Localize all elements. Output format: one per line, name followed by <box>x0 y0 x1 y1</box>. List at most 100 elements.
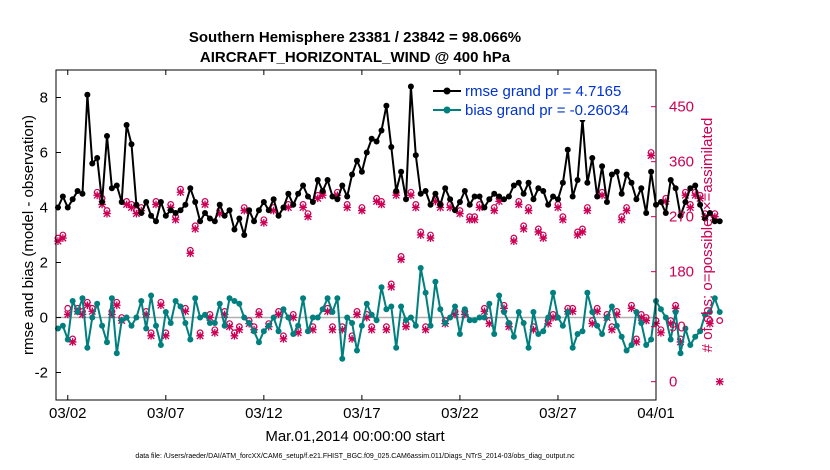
rmse-point <box>711 218 718 225</box>
obs-assimilated-point <box>637 313 646 322</box>
obs-assimilated-point <box>235 325 244 334</box>
bias-point <box>94 300 101 307</box>
bias-point <box>255 339 262 346</box>
bias-point <box>368 311 375 318</box>
rmse-point <box>442 185 449 192</box>
bias-point <box>295 322 302 329</box>
obs-assimilated-point <box>617 215 626 224</box>
bias-point <box>442 320 449 326</box>
obs-assimilated-point <box>588 319 597 328</box>
bias-point <box>403 317 409 324</box>
rmse-point <box>84 91 91 98</box>
rmse-point <box>358 168 365 175</box>
bias-point <box>162 309 169 315</box>
rmse-point <box>613 168 620 175</box>
rmse-point <box>285 190 292 197</box>
rmse-point <box>241 232 248 238</box>
rmse-point <box>368 135 375 142</box>
rmse-point <box>461 188 468 194</box>
rmse-point <box>290 201 297 208</box>
bias-point <box>584 289 591 296</box>
x-tick-label: 03/12 <box>245 405 283 422</box>
bias-point <box>138 298 145 304</box>
obs-assimilated-point <box>529 325 538 334</box>
rmse-point <box>432 190 439 197</box>
bias-point <box>623 347 630 354</box>
obs-assimilated-point <box>83 301 92 310</box>
bias-point <box>260 328 267 335</box>
rmse-point <box>599 163 606 170</box>
obs-assimilated-point <box>284 203 293 212</box>
bias-point <box>202 311 209 318</box>
bias-point <box>554 314 561 321</box>
obs-assimilated-point <box>338 325 347 334</box>
x-axis-label: Mar.01,2014 00:00:00 start <box>265 428 445 445</box>
rmse-point <box>437 201 444 208</box>
obs-assimilated-point <box>456 209 464 218</box>
obs-assimilated-point <box>348 335 356 343</box>
obs-assimilated-point <box>460 310 469 319</box>
obs-assimilated-point <box>661 197 670 206</box>
bias-point <box>589 309 596 315</box>
rmse-point <box>334 196 341 203</box>
rmse-point <box>417 190 424 197</box>
obs-assimilated-point <box>171 215 180 224</box>
rmse-point <box>172 210 179 216</box>
rmse-point <box>197 218 204 225</box>
bias-point <box>545 314 552 321</box>
obs-assimilated-point <box>647 151 655 160</box>
rmse-point <box>270 196 277 203</box>
rmse-point <box>486 196 493 203</box>
obs-assimilated-point <box>534 228 543 236</box>
obs-assimilated-point <box>676 338 685 346</box>
rmse-point <box>584 179 591 186</box>
bias-point <box>672 309 679 315</box>
rmse-point <box>594 193 601 200</box>
bias-point <box>667 336 674 343</box>
obs-assimilated-point <box>598 191 606 200</box>
rmse-point <box>535 185 542 192</box>
bias-point <box>197 314 204 321</box>
obs-assimilated-point <box>691 191 700 200</box>
rmse-point <box>510 182 517 189</box>
bias-point <box>496 292 503 299</box>
x-tick-label: 03/27 <box>539 405 577 422</box>
obs-assimilated-point <box>681 191 690 200</box>
obs-assimilated-point <box>157 301 165 310</box>
obs-assimilated-point <box>627 304 636 313</box>
obs-assimilated-point <box>274 310 283 319</box>
rmse-point <box>221 212 228 219</box>
obs-assimilated-point <box>387 283 396 291</box>
rmse-point <box>648 168 655 175</box>
rmse-point <box>304 193 311 200</box>
obs-assimilated-point <box>377 200 386 209</box>
bias-point <box>432 278 439 285</box>
rmse-point <box>447 196 454 203</box>
rmse-point <box>118 199 125 205</box>
rmse-point <box>496 193 503 200</box>
rmse-point <box>143 199 150 205</box>
obs-assimilated-point <box>490 206 499 215</box>
obs-assimilated-point <box>524 206 533 215</box>
right-y-axis-label: # of obs: o=possible; ×=assimilated <box>699 118 716 353</box>
rmse-point <box>687 185 694 192</box>
left-y-tick-label: -2 <box>35 365 48 382</box>
rmse-point <box>491 190 498 197</box>
bias-point <box>412 322 419 329</box>
rmse-point <box>113 182 120 189</box>
obs-assimilated-point <box>220 310 229 319</box>
rmse-point <box>403 196 409 203</box>
rmse-point <box>94 155 101 161</box>
obs-assimilated-point <box>186 249 195 258</box>
rmse-point <box>138 210 145 216</box>
rmse-point <box>260 199 267 205</box>
obs-assimilated-point <box>382 325 391 334</box>
obs-assimilated-point <box>485 319 494 328</box>
rmse-point <box>481 204 488 211</box>
bias-point <box>329 309 336 315</box>
obs-assimilated-point <box>230 331 239 340</box>
legend-rmse-label: rmse grand pr = 4.7165 <box>465 83 621 100</box>
rmse-series <box>54 83 723 238</box>
bias-point <box>339 355 346 362</box>
obs-assimilated-point <box>191 225 200 233</box>
